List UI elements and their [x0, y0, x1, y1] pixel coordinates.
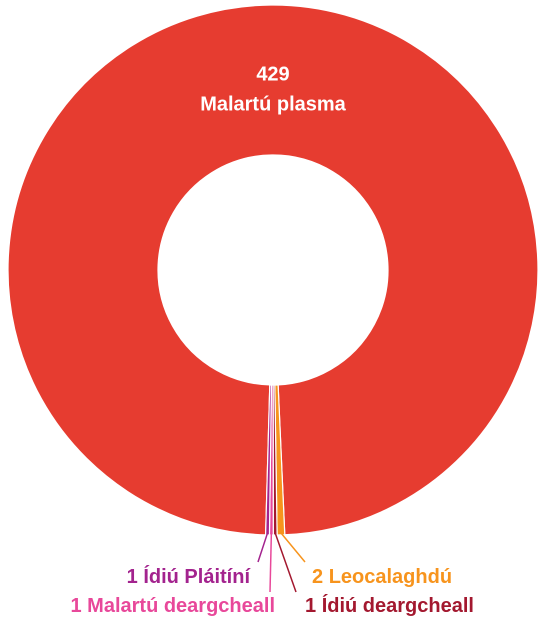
slice-name-label: Leocalaghdú: [329, 566, 452, 588]
slice-label: 1 Malartú deargcheall: [70, 595, 275, 617]
slice-value-label: 2: [312, 566, 323, 588]
leader-line: [269, 532, 273, 593]
slice-value-label: 1: [305, 595, 316, 617]
slice-value-label: 1: [70, 595, 81, 617]
slice-name-label: Ídiú Pláitíní: [143, 565, 251, 588]
leader-line: [280, 532, 306, 563]
slice-label: 2 Leocalaghdú: [312, 566, 452, 588]
slice-name-label: Ídiú deargcheall: [322, 594, 474, 617]
slice-name-label: Malartú deargcheall: [87, 595, 275, 617]
slice-label: 1 Ídiú Pláitíní: [127, 565, 252, 588]
donut-slice: [264, 384, 273, 536]
slice-label: 1 Ídiú deargcheall: [305, 594, 474, 617]
donut-slice: [7, 4, 539, 536]
slice-value-label: 429: [256, 63, 289, 85]
leader-line: [274, 532, 297, 593]
slice-name-label: Malartú plasma: [200, 93, 346, 115]
leader-line: [257, 532, 269, 563]
slice-value-label: 1: [127, 566, 138, 588]
